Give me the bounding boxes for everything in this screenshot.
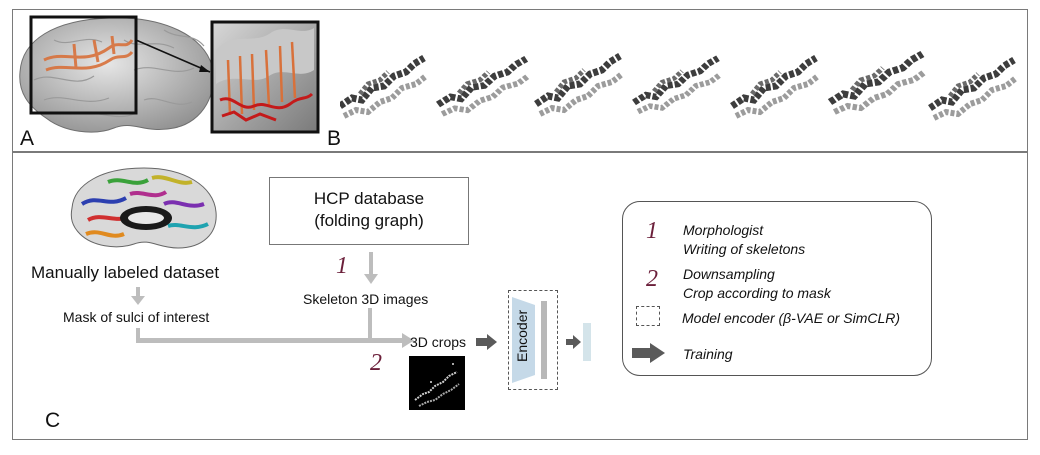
brain-surface-image: [19, 15, 320, 134]
legend-item2-line1: Downsampling: [683, 266, 775, 282]
crop-slice-image: [409, 356, 465, 410]
hcp-database-box: HCP database (folding graph): [269, 177, 469, 245]
panel-label-c: C: [45, 409, 61, 432]
latent-vector: [583, 323, 591, 361]
legend-item1-text: Morphologist Writing of skeletons: [683, 221, 805, 259]
legend-item2-number: 2: [646, 266, 658, 292]
dashed-box-icon: [636, 306, 660, 326]
arrow-down-manual: [131, 287, 145, 305]
skeleton-3d-6: [830, 54, 925, 112]
training-arrow-to-latent: [566, 335, 581, 349]
panel-label-a: A: [20, 127, 35, 150]
step-1-number: 1: [336, 253, 348, 279]
labeled-brain-image: [70, 167, 217, 249]
hcp-box-line1: HCP database: [313, 189, 425, 208]
manual-dataset-label: Manually labeled dataset: [31, 263, 220, 282]
legend-box: [622, 201, 932, 376]
merge-connector-arrows: [136, 308, 414, 348]
crops-label: 3D crops: [410, 334, 467, 350]
mask-label: Mask of sulci of interest: [63, 309, 210, 325]
training-arrow-to-encoder: [476, 334, 497, 350]
step-2-number: 2: [370, 350, 382, 376]
skeleton-images-label: Skeleton 3D images: [303, 291, 429, 307]
sulcus-skeleton-gallery: [340, 28, 1020, 128]
skeleton-3d-3: [536, 56, 622, 114]
legend-item2-text: Downsampling Crop according to mask: [683, 265, 831, 303]
legend-item1-line2: Writing of skeletons: [683, 241, 806, 257]
panel-label-b: B: [327, 127, 342, 150]
skeleton-3d-7: [930, 60, 1016, 118]
legend-item1-line1: Morphologist: [683, 222, 764, 238]
legend-item3-text: Model encoder (β-VAE or SimCLR): [682, 310, 901, 326]
model-encoder-box: Encoder: [508, 290, 558, 390]
legend-item2-line2: Crop according to mask: [683, 285, 831, 301]
skeleton-3d-2: [438, 59, 528, 114]
encoder-label: Encoder: [514, 309, 530, 362]
arrow-down-hcp: [364, 252, 378, 284]
skeleton-3d-1: [340, 58, 426, 116]
skeleton-3d-4: [634, 58, 720, 111]
legend-item4-text: Training: [683, 346, 733, 362]
hcp-box-line2: (folding graph): [314, 211, 424, 230]
panel-ab: [12, 9, 1028, 152]
skeleton-3d-5: [732, 58, 818, 116]
encoder-trapezoid-icon: [512, 297, 547, 383]
legend-item1-number: 1: [646, 218, 658, 244]
training-arrow-icon: [632, 343, 665, 363]
zoom-sulcus-image: [216, 28, 314, 122]
panel-c: [12, 152, 1028, 440]
